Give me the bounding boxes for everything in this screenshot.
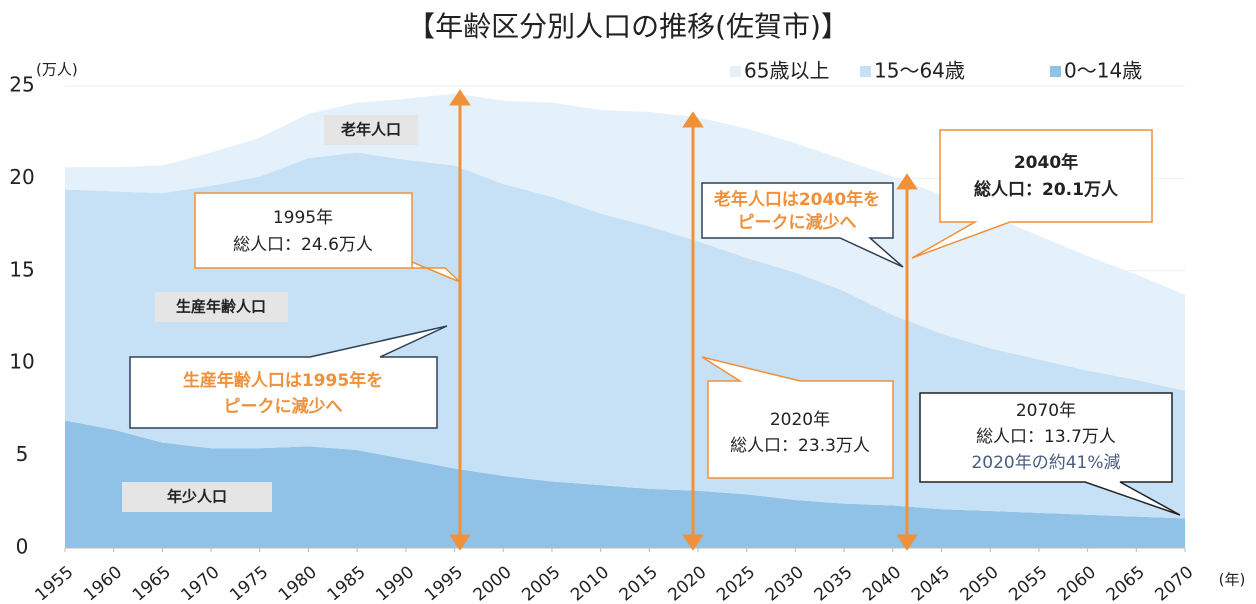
callout-text: 1995年 xyxy=(273,208,333,228)
callout-text: 総人口：23.3万人 xyxy=(730,436,870,456)
area-label: 生産年齢人口 xyxy=(176,298,266,316)
legend-label: 0～14歳 xyxy=(1064,59,1142,83)
label-box xyxy=(122,482,272,512)
x-tick-label: 1985 xyxy=(324,562,370,604)
legend-swatch xyxy=(860,66,871,77)
x-tick-label: 2035 xyxy=(811,562,857,604)
chart-title: 【年齢区分別人口の推移(佐賀市)】 xyxy=(407,10,849,43)
x-tick-label: 2055 xyxy=(1005,562,1051,604)
callout-text: ピークに減少へ xyxy=(738,212,857,233)
x-tick-label: 2030 xyxy=(762,562,808,604)
x-tick-label: 2070 xyxy=(1151,562,1197,604)
x-tick-label: 2050 xyxy=(957,562,1003,604)
arrow-head xyxy=(896,173,918,190)
callout-text: 総人口：20.1万人 xyxy=(974,179,1119,200)
x-tick-label: 1975 xyxy=(226,562,272,604)
area xyxy=(65,420,1185,548)
area-label: 年少人口 xyxy=(167,488,227,506)
callout-text: 2070年 xyxy=(1016,401,1076,421)
x-tick-label: 2045 xyxy=(908,562,954,604)
y-tick-label: 0 xyxy=(16,535,29,559)
x-unit: (年) xyxy=(1219,571,1246,589)
x-tick-label: 2065 xyxy=(1103,562,1149,604)
x-tick-label: 2015 xyxy=(616,562,662,604)
callout-text: 2040年 xyxy=(1014,152,1078,173)
x-tick-label: 1990 xyxy=(372,562,418,604)
callout xyxy=(919,392,1181,516)
callout-text: 総人口：13.7万人 xyxy=(976,427,1116,447)
callout-text: 2020年 xyxy=(770,410,830,430)
callout xyxy=(129,325,448,429)
label-box xyxy=(155,292,288,322)
legend-label: 15～64歳 xyxy=(874,59,965,83)
legend: 65歳以上 15～64歳 0～14歳 xyxy=(730,59,1142,83)
x-tick-label: 2060 xyxy=(1054,562,1100,604)
y-tick-label: 10 xyxy=(9,350,34,374)
y-tick-label: 25 xyxy=(9,73,34,97)
x-tick-label: 1980 xyxy=(275,562,321,604)
callout xyxy=(701,356,894,479)
legend-swatch xyxy=(730,66,741,77)
callout xyxy=(194,192,461,283)
callout-text: 2020年の約41%減 xyxy=(971,453,1120,473)
x-tick-label: 1955 xyxy=(31,562,77,604)
x-tick-label: 2005 xyxy=(518,562,564,604)
y-tick-label: 15 xyxy=(9,257,34,281)
callout-text: 老年人口は2040年を xyxy=(713,189,880,210)
arrow-head xyxy=(449,89,471,106)
x-tick-label: 1965 xyxy=(129,562,175,604)
legend-swatch xyxy=(1050,66,1061,77)
area-label: 老年人口 xyxy=(340,121,401,139)
overlays: 老年人口 生産年齢人口 年少人口 1995年 総人口：24.6万人 生産年齢人口… xyxy=(122,89,1181,551)
callout-text: 総人口：24.6万人 xyxy=(233,235,373,255)
arrow-head xyxy=(449,534,471,551)
callout-text: ピークに減少へ xyxy=(224,396,343,417)
y-tick-label: 20 xyxy=(9,165,34,189)
x-tick-label: 2040 xyxy=(859,562,905,604)
callout-text: 生産年齢人口は1995年を xyxy=(183,370,383,391)
x-tick-label: 2025 xyxy=(713,562,759,604)
callout xyxy=(911,129,1153,259)
area xyxy=(65,93,1185,391)
x-tick-label: 2010 xyxy=(567,562,613,604)
x-tick-label: 1960 xyxy=(80,562,126,604)
label-box xyxy=(324,115,418,145)
legend-label: 65歳以上 xyxy=(744,59,829,83)
arrow-head xyxy=(682,111,704,128)
x-tick-label: 2020 xyxy=(664,562,710,604)
arrows xyxy=(449,89,918,551)
x-tick-label: 1995 xyxy=(421,562,467,604)
y-tick-label: 5 xyxy=(16,442,29,466)
arrow-head xyxy=(682,534,704,551)
arrow-head xyxy=(896,534,918,551)
callout xyxy=(701,182,904,268)
x-tick-label: 2000 xyxy=(470,562,516,604)
y-unit: (万人) xyxy=(36,61,78,79)
x-tick-label: 1970 xyxy=(178,562,224,604)
